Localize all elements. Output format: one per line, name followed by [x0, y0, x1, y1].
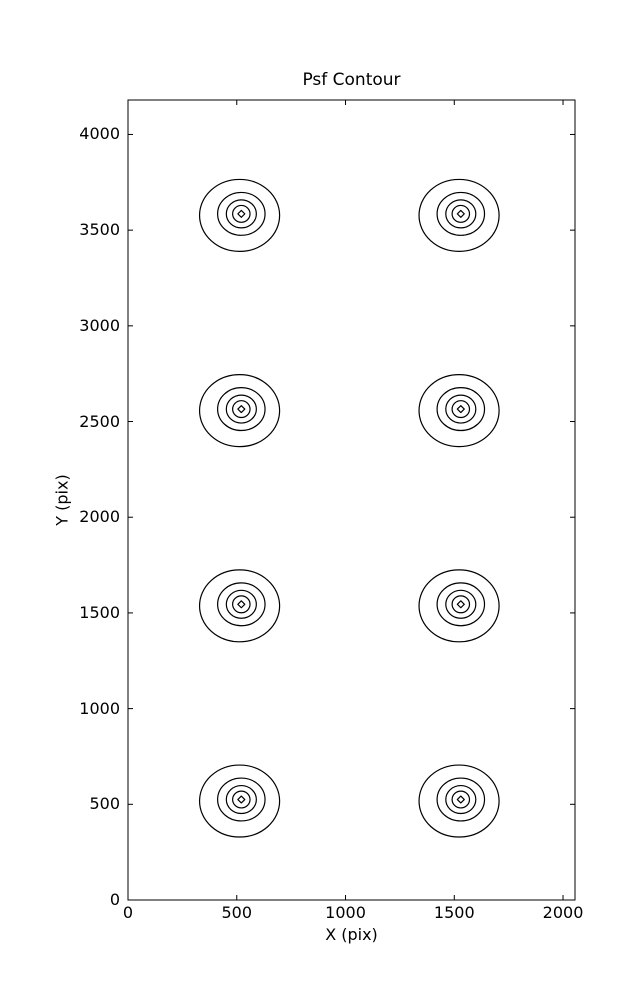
- contour-line: [445, 394, 477, 424]
- x-tick-label: 1000: [325, 903, 366, 922]
- contour-line-inner-diamond: [237, 405, 246, 414]
- contour-line: [225, 784, 257, 815]
- contour-line: [436, 777, 486, 822]
- contour-line: [217, 777, 266, 822]
- contour-line-inner-diamond: [237, 600, 246, 609]
- contour-line: [225, 589, 257, 619]
- contour-line: [225, 394, 257, 424]
- x-tick-label: 500: [221, 903, 253, 922]
- y-tick-label: 3000: [79, 315, 120, 335]
- contour-line-inner-diamond: [237, 209, 246, 218]
- contour-line: [418, 569, 500, 643]
- contour-line: [418, 178, 500, 252]
- contour-line: [436, 387, 486, 432]
- contour-line: [232, 790, 251, 809]
- contour-line: [232, 595, 251, 614]
- y-tick-label: 4000: [79, 124, 120, 144]
- y-tick-label: 2000: [79, 507, 120, 527]
- contour-line-inner-diamond: [456, 405, 465, 414]
- contour-line: [217, 191, 266, 236]
- contour-line: [418, 764, 500, 838]
- y-tick-label: 1500: [79, 602, 120, 622]
- contour-line: [445, 784, 477, 815]
- contour-line: [232, 204, 251, 223]
- y-tick-label: 1000: [79, 698, 120, 718]
- contour-line: [445, 589, 477, 619]
- contour-line: [451, 204, 471, 223]
- y-axis-label: Y (pix): [52, 474, 72, 526]
- contour-line: [451, 790, 471, 809]
- contour-line-inner-diamond: [456, 209, 465, 218]
- contour-line-inner-diamond: [456, 795, 465, 804]
- contour-line: [217, 387, 266, 432]
- psf-contour-group: [418, 374, 500, 448]
- x-tick-label: 0: [122, 903, 134, 922]
- contour-line: [436, 582, 486, 627]
- contour-line: [232, 400, 251, 419]
- contour-line: [217, 582, 266, 627]
- contour-line: [225, 199, 257, 229]
- psf-contour-group: [198, 374, 281, 448]
- contour-line: [198, 764, 281, 838]
- x-tick-label: 1500: [433, 903, 475, 922]
- y-tick-label: 0: [109, 890, 120, 909]
- contour-line-inner-diamond: [456, 600, 465, 609]
- y-tick-label: 500: [89, 794, 120, 814]
- contour-line: [445, 199, 477, 229]
- contour-line: [436, 191, 486, 236]
- contour-line: [451, 595, 471, 614]
- psf-contour-group: [198, 178, 281, 252]
- psf-contour-group: [198, 764, 281, 838]
- axes-frame: [127, 99, 576, 901]
- psf-contour-group: [418, 569, 500, 643]
- x-axis-label: X (pix): [325, 925, 378, 944]
- chart-title: Psf Contour: [302, 70, 401, 90]
- contour-line: [418, 374, 500, 448]
- x-tick-label: 2000: [542, 903, 584, 922]
- y-tick-label: 3500: [79, 220, 120, 240]
- psf-contour-group: [198, 569, 281, 643]
- psf-contour-group: [418, 178, 500, 252]
- psf-contour-group: [418, 764, 500, 838]
- contour-line: [451, 400, 471, 419]
- y-tick-label: 2500: [79, 411, 120, 431]
- contour-line: [198, 569, 281, 643]
- contour-line: [198, 178, 281, 252]
- contour-line: [198, 374, 281, 448]
- contour-line-inner-diamond: [237, 795, 246, 804]
